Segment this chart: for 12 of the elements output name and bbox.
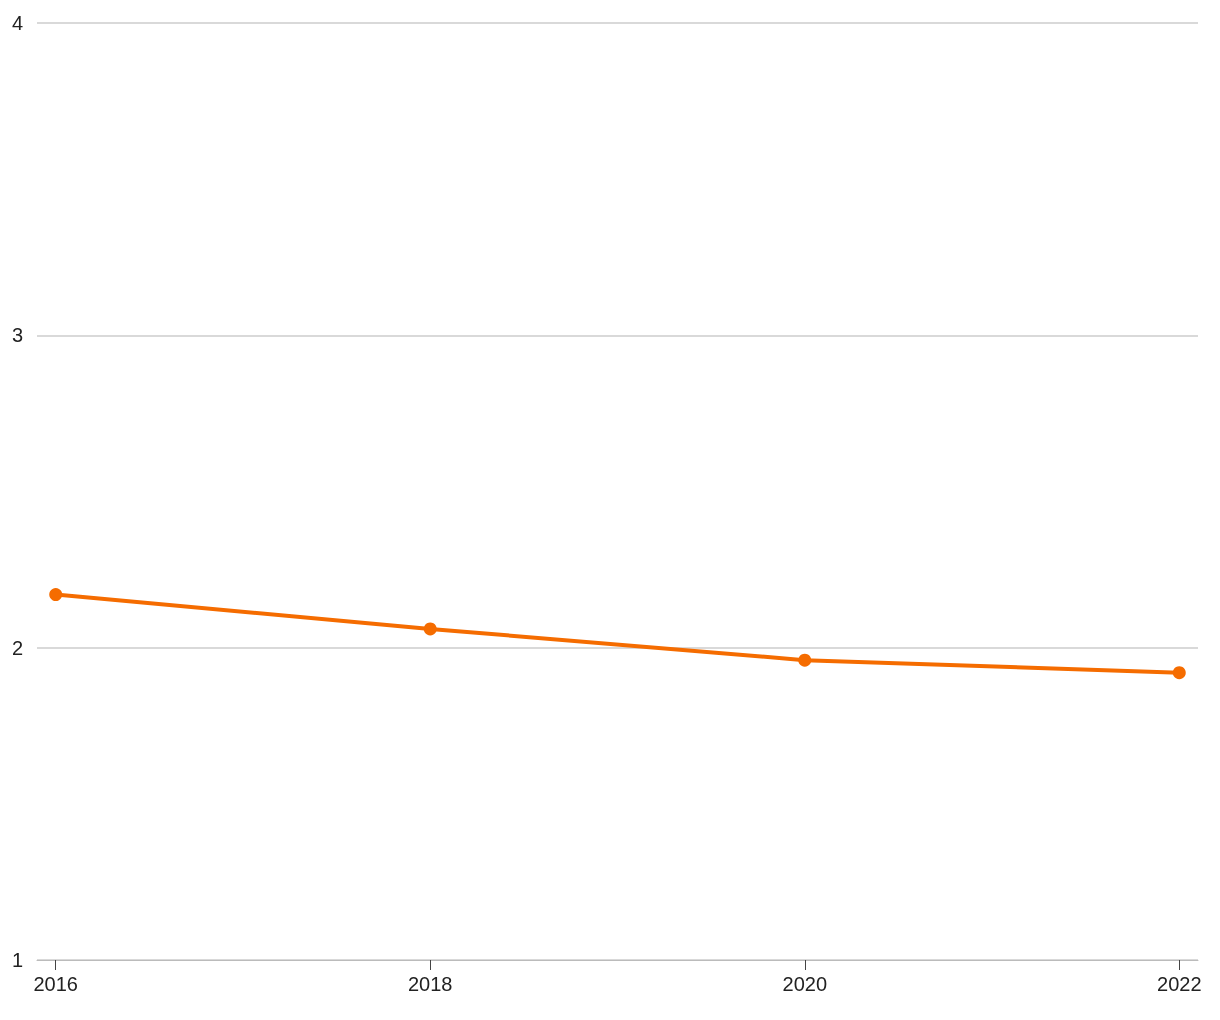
point — [798, 653, 812, 667]
x-tick-label: 2016 — [33, 973, 78, 995]
y-tick-label: 1 — [11, 949, 23, 971]
x-tick-label: 2020 — [782, 973, 828, 995]
x-tick-label: 2018 — [407, 973, 453, 995]
x-tick-label: 2022 — [1157, 973, 1202, 995]
point — [49, 588, 63, 602]
y-tick-label: 2 — [11, 636, 23, 659]
y-tick-label: 3 — [11, 324, 23, 347]
point — [1172, 666, 1186, 680]
y-tick-label: 4 — [11, 12, 23, 34]
point — [423, 622, 437, 636]
